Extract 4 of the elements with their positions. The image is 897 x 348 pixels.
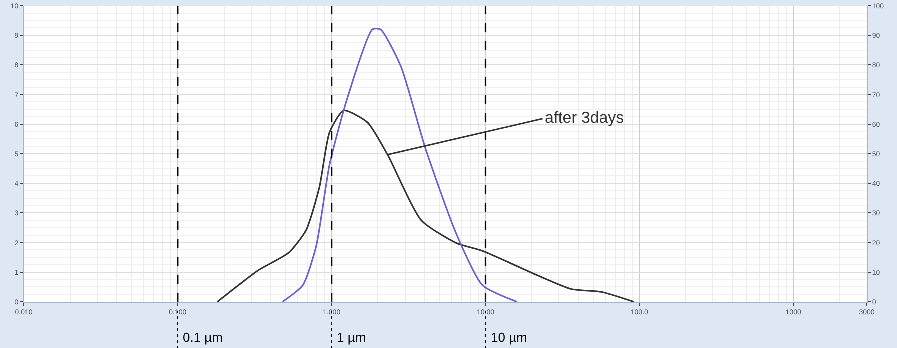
annotation: after 3days bbox=[545, 110, 624, 127]
ref-line-label: 1 µm bbox=[337, 330, 366, 345]
ref-line-label: 10 µm bbox=[491, 330, 528, 345]
ref-line-label: 0.1 µm bbox=[183, 330, 224, 345]
